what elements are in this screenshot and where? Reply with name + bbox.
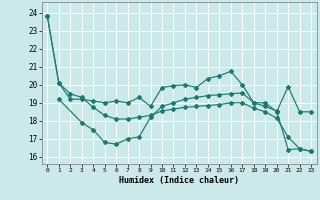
X-axis label: Humidex (Indice chaleur): Humidex (Indice chaleur) — [119, 176, 239, 185]
